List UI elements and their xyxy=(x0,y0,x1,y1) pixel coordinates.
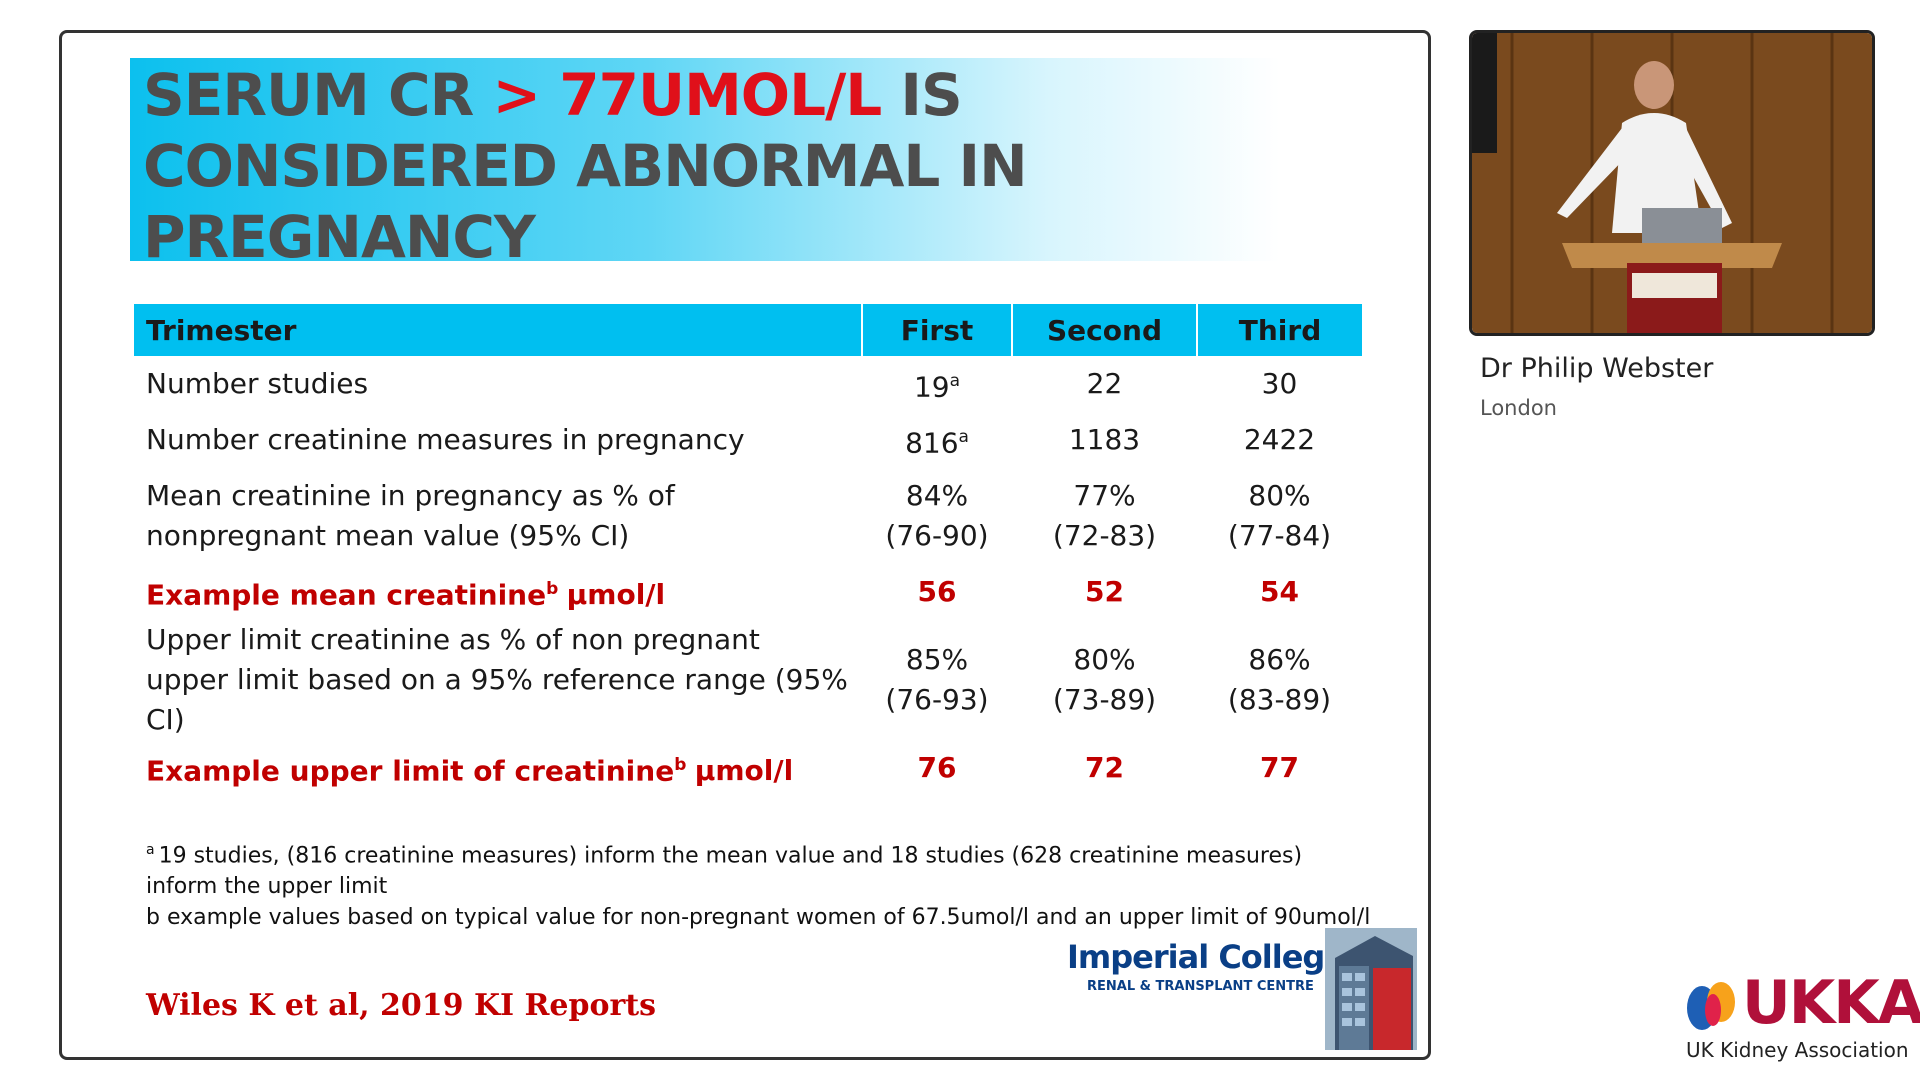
title-banner: SERUM CR > 77UMOL/L IS CONSIDERED ABNORM… xyxy=(130,58,1280,271)
title-part: > 77UMOL/L xyxy=(492,61,882,129)
value-cell: 52 xyxy=(1012,564,1197,620)
row-label: Example upper limit of creatinineb µmol/l xyxy=(134,740,862,796)
value-cell: 2422 xyxy=(1197,412,1362,468)
brand-mark xyxy=(1687,982,1735,1030)
footnote-text: 19 studies, (816 creatinine measures) in… xyxy=(146,843,1303,900)
value-text: 54 xyxy=(1260,575,1299,608)
value-cell: 80% (77-84) xyxy=(1197,468,1362,564)
footnotes: a 19 studies, (816 creatinine measures) i… xyxy=(146,835,1376,933)
value-line: 80% xyxy=(1073,643,1136,676)
value-sup: a xyxy=(949,370,961,391)
value-sup: a xyxy=(958,426,969,447)
row-label: Number studies xyxy=(134,356,862,412)
value-line: (76-90) xyxy=(885,519,989,552)
table-row: Number creatinine measures in pregnancy 8… xyxy=(134,412,1362,468)
data-table: Trimester First Second Third Number studies… xyxy=(134,304,1362,796)
value-text: 1183 xyxy=(1068,423,1141,456)
title-part: SERUM CR xyxy=(143,61,493,129)
value-cell: 54 xyxy=(1197,564,1362,620)
label-text: Number creatinine measures in pregnancy xyxy=(146,423,745,456)
footnote-text: b example values based on typical value … xyxy=(146,905,1371,931)
value-text: 77 xyxy=(1260,751,1299,784)
title-part: IS CONSIDERED ABNORMAL IN PREGNANCY xyxy=(143,61,1046,271)
value-cell: 77% (72-83) xyxy=(1012,468,1197,564)
label-sup: b xyxy=(546,578,559,599)
value-line: (73-89) xyxy=(1052,683,1157,716)
value-cell: 22 xyxy=(1012,356,1197,412)
value-cell: 77 xyxy=(1197,740,1362,796)
footnote: a 19 studies, (816 creatinine measures) i… xyxy=(146,835,1376,902)
value-text: 19 xyxy=(913,370,950,404)
label-suffix: µmol/l xyxy=(566,578,666,612)
header-cell: First xyxy=(861,304,1012,356)
logo-building xyxy=(1325,928,1417,1050)
value-text: 22 xyxy=(1086,367,1123,400)
label-text: Example mean creatinine xyxy=(146,578,547,612)
value-line: (76-93) xyxy=(885,683,989,716)
table-row: Example upper limit of creatinineb µmol/l… xyxy=(134,740,1362,796)
brand-subtitle: UK Kidney Association xyxy=(1686,1038,1909,1062)
logo-name: Imperial College xyxy=(1067,938,1346,976)
value-cell: 56 xyxy=(862,564,1012,620)
value-line: (72-83) xyxy=(1052,519,1157,552)
value-text: 72 xyxy=(1085,751,1124,784)
brand-name: UKKA xyxy=(1742,968,1920,1038)
value-cell: 80% (73-89) xyxy=(1012,620,1197,740)
label-text: Example upper limit of creatinine xyxy=(146,754,675,788)
value-cell: 30 xyxy=(1197,356,1362,412)
table-row: Number studies 19a 22 30 xyxy=(134,356,1362,412)
header-cell: Trimester xyxy=(134,304,862,356)
table-row: Example mean creatinineb µmol/l 56 52 54 xyxy=(134,564,1362,620)
label-text: Upper limit creatinine as % of non pregn… xyxy=(146,623,848,736)
row-label: Upper limit creatinine as % of non pregn… xyxy=(134,620,862,740)
value-cell: 85% (76-93) xyxy=(862,620,1012,740)
header-cell: Second xyxy=(1011,304,1197,356)
value-line: (83-89) xyxy=(1227,683,1332,716)
speaker-name: Dr Philip Webster xyxy=(1480,353,1714,384)
label-text: Mean creatinine in pregnancy as % of non… xyxy=(146,479,675,552)
value-cell: 19a xyxy=(862,356,1012,412)
row-label: Mean creatinine in pregnancy as % of non… xyxy=(134,468,862,564)
citation: Wiles K et al, 2019 KI Reports xyxy=(146,988,657,1023)
value-cell: 816a xyxy=(862,412,1012,468)
value-cell: 86% (83-89) xyxy=(1197,620,1362,740)
label-sup: b xyxy=(674,754,687,775)
row-label: Example mean creatinineb µmol/l xyxy=(134,564,862,620)
value-cell: 84% (76-90) xyxy=(862,468,1012,564)
header-row: Trimester First Second Third xyxy=(134,304,1362,356)
value-cell: 1183 xyxy=(1012,412,1197,468)
value-line: 84% xyxy=(905,479,969,512)
footnote: b example values based on typical value … xyxy=(146,902,1376,933)
table-row: Mean creatinine in pregnancy as % of non… xyxy=(134,468,1362,564)
value-cell: 76 xyxy=(862,740,1012,796)
speaker-video xyxy=(1469,30,1875,336)
label-text: Number studies xyxy=(146,367,369,400)
speaker-location: London xyxy=(1480,396,1557,420)
video-frame xyxy=(1472,33,1872,333)
value-line: 85% xyxy=(905,643,969,676)
slide-title: SERUM CR > 77UMOL/L IS CONSIDERED ABNORM… xyxy=(143,60,1143,273)
logo-subtitle: RENAL & TRANSPLANT CENTRE xyxy=(1087,979,1314,994)
slide: SERUM CR > 77UMOL/L IS CONSIDERED ABNORM… xyxy=(59,30,1431,1060)
value-line: 86% xyxy=(1248,643,1311,676)
value-line: 80% xyxy=(1248,479,1311,512)
value-text: 76 xyxy=(917,751,957,784)
header-cell: Third xyxy=(1196,304,1362,356)
label-suffix: µmol/l xyxy=(694,754,794,788)
table-body: Number studies 19a 22 30 Number creatinine m… xyxy=(134,356,1362,796)
value-text: 2422 xyxy=(1243,423,1316,456)
row-label: Number creatinine measures in pregnancy xyxy=(134,412,862,468)
value-cell: 72 xyxy=(1012,740,1197,796)
value-text: 816 xyxy=(905,426,959,460)
table-row: Upper limit creatinine as % of non pregn… xyxy=(134,620,1362,740)
footnote-marker: a xyxy=(146,842,155,858)
value-line: 77% xyxy=(1073,479,1136,512)
value-line: (77-84) xyxy=(1227,519,1332,552)
value-text: 30 xyxy=(1261,367,1298,400)
value-text: 52 xyxy=(1085,575,1124,608)
value-text: 56 xyxy=(917,575,957,608)
